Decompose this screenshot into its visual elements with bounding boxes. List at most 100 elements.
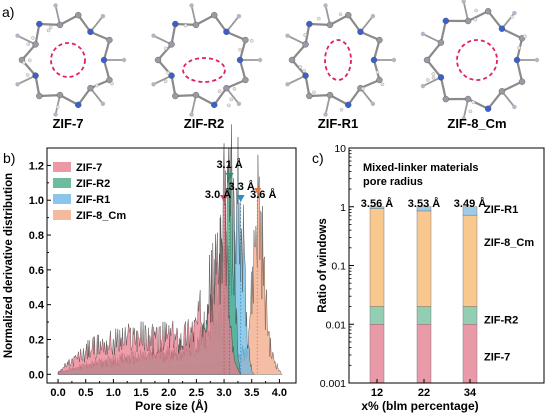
carbon-atom [32, 41, 39, 48]
zif-structure-2 [151, 3, 263, 117]
bar-segment-zif-8-cm [416, 210, 432, 307]
pore-outline [324, 39, 352, 81]
hydrogen-atom [298, 65, 303, 69]
framework-bond [329, 14, 349, 26]
zif-structure-1 [15, 3, 127, 117]
carbon-atom [326, 21, 334, 29]
zn-atom [512, 10, 517, 16]
bar-segment-zif-r2 [462, 306, 478, 325]
framework-bond [347, 14, 362, 33]
bar-segment-zif-r2 [416, 306, 432, 325]
framework-bond [170, 75, 177, 97]
zn-atom [53, 112, 58, 117]
framework-bond [157, 43, 173, 61]
y-tick-label: 0.2 [29, 334, 44, 346]
y-tick-label: 0.01 [326, 319, 347, 331]
framework-bond [329, 94, 349, 106]
framework-bond [309, 22, 331, 27]
hydrogen-atom [183, 23, 188, 28]
panel-b-pore-size-distribution-chart: b) 0.0 0.5 1.0 1.5 2.0 2.5 3.0 3.5 4.0 0.0 0.2 0.4 0.… [3, 124, 297, 413]
linker-bond [287, 74, 306, 86]
hydrogen-atom [238, 47, 242, 52]
nitrogen-atom [32, 72, 39, 79]
linker-bond [153, 74, 172, 86]
legend-swatch [53, 178, 71, 188]
chart-title-line-2: pore radius [363, 176, 423, 188]
structure-name: ZIF-8_Cm [447, 116, 506, 131]
carbon-atom [106, 36, 113, 44]
zn-atom [370, 101, 376, 106]
hydrogen-atom [227, 103, 231, 108]
annotation-marker [220, 195, 229, 202]
framework-bond [195, 94, 215, 106]
nitrogen-atom [498, 25, 506, 32]
bar-value-label: 3.53 Å [408, 197, 440, 210]
framework-bond [175, 93, 197, 98]
linker-bond [422, 33, 442, 44]
bar-segment-zif-r1 [369, 206, 385, 209]
framework-bond [515, 59, 524, 82]
framework-bond [372, 39, 381, 61]
framework-bond [34, 75, 41, 97]
bar-segment-zif-r1 [462, 206, 478, 216]
linker-bond [462, 1, 469, 22]
series-label: ZIF-8_Cm [484, 237, 534, 249]
hydrogen-atom [517, 46, 521, 50]
plot-frame [46, 147, 297, 384]
bar-segment-zif-7 [369, 324, 385, 384]
hydrogen-atom [249, 38, 254, 43]
legend-swatch [53, 194, 71, 204]
hydrogen-atom [163, 46, 168, 51]
framework-bond [102, 59, 111, 81]
hydrogen-atom [317, 16, 321, 21]
carbon-atom [376, 76, 383, 84]
framework-bond [501, 80, 523, 93]
hydrogen-atom [471, 100, 476, 104]
zn-atom [189, 3, 194, 8]
nitrogen-atom [236, 56, 244, 64]
zn-atom [15, 82, 20, 87]
linker-bond [225, 87, 240, 105]
carbon-atom [192, 91, 200, 99]
linker-bond [54, 94, 61, 115]
y-tick-label: 0.6 [29, 265, 44, 277]
bar-value-label: 3.49 Å [454, 197, 486, 210]
x-tick-label: 0.0 [50, 387, 65, 399]
hydrogen-atom [25, 73, 30, 77]
framework-bond [77, 14, 92, 33]
carbon-atom [172, 92, 179, 100]
panel-a: a) ZIF-7 ZIF-R2 ZIF-R1 ZIF-8_Cm [2, 0, 540, 131]
bar-segment-zif-7 [416, 324, 432, 384]
framework-bond [487, 90, 503, 110]
linker-bond [89, 15, 104, 33]
annotation-label: 3.0 Å [205, 188, 231, 201]
framework-bond [226, 78, 246, 90]
nitrogen-atom [211, 101, 218, 109]
carbon-atom [442, 95, 450, 103]
framework-bond [238, 59, 247, 81]
nitrogen-atom [223, 28, 230, 36]
nitrogen-atom [100, 56, 108, 64]
framework-bond [304, 23, 311, 45]
x-axis-label: Pore size (Å) [135, 398, 208, 413]
linker-bond [287, 34, 306, 46]
hydrogen-atom [474, 8, 478, 13]
hydrogen-atom [22, 60, 26, 65]
zn-atom [151, 82, 156, 87]
framework-bond [309, 93, 331, 98]
nitrogen-atom [345, 101, 352, 109]
zn-atom [420, 31, 426, 37]
carbon-atom [326, 91, 334, 99]
linker-bond [324, 5, 331, 26]
bar-segment-zif-8-cm [462, 214, 478, 307]
zn-atom [461, 116, 466, 121]
zn-atom [512, 104, 517, 110]
legend-label: ZIF-R1 [76, 194, 110, 206]
hydrogen-atom [94, 83, 99, 88]
bar-value-label: 3.56 Å [361, 197, 393, 210]
nitrogen-atom [484, 105, 492, 112]
framework-bond [467, 10, 489, 22]
legend-label: ZIF-R2 [76, 178, 110, 190]
carbon-atom [302, 41, 309, 48]
zn-atom [323, 3, 328, 8]
